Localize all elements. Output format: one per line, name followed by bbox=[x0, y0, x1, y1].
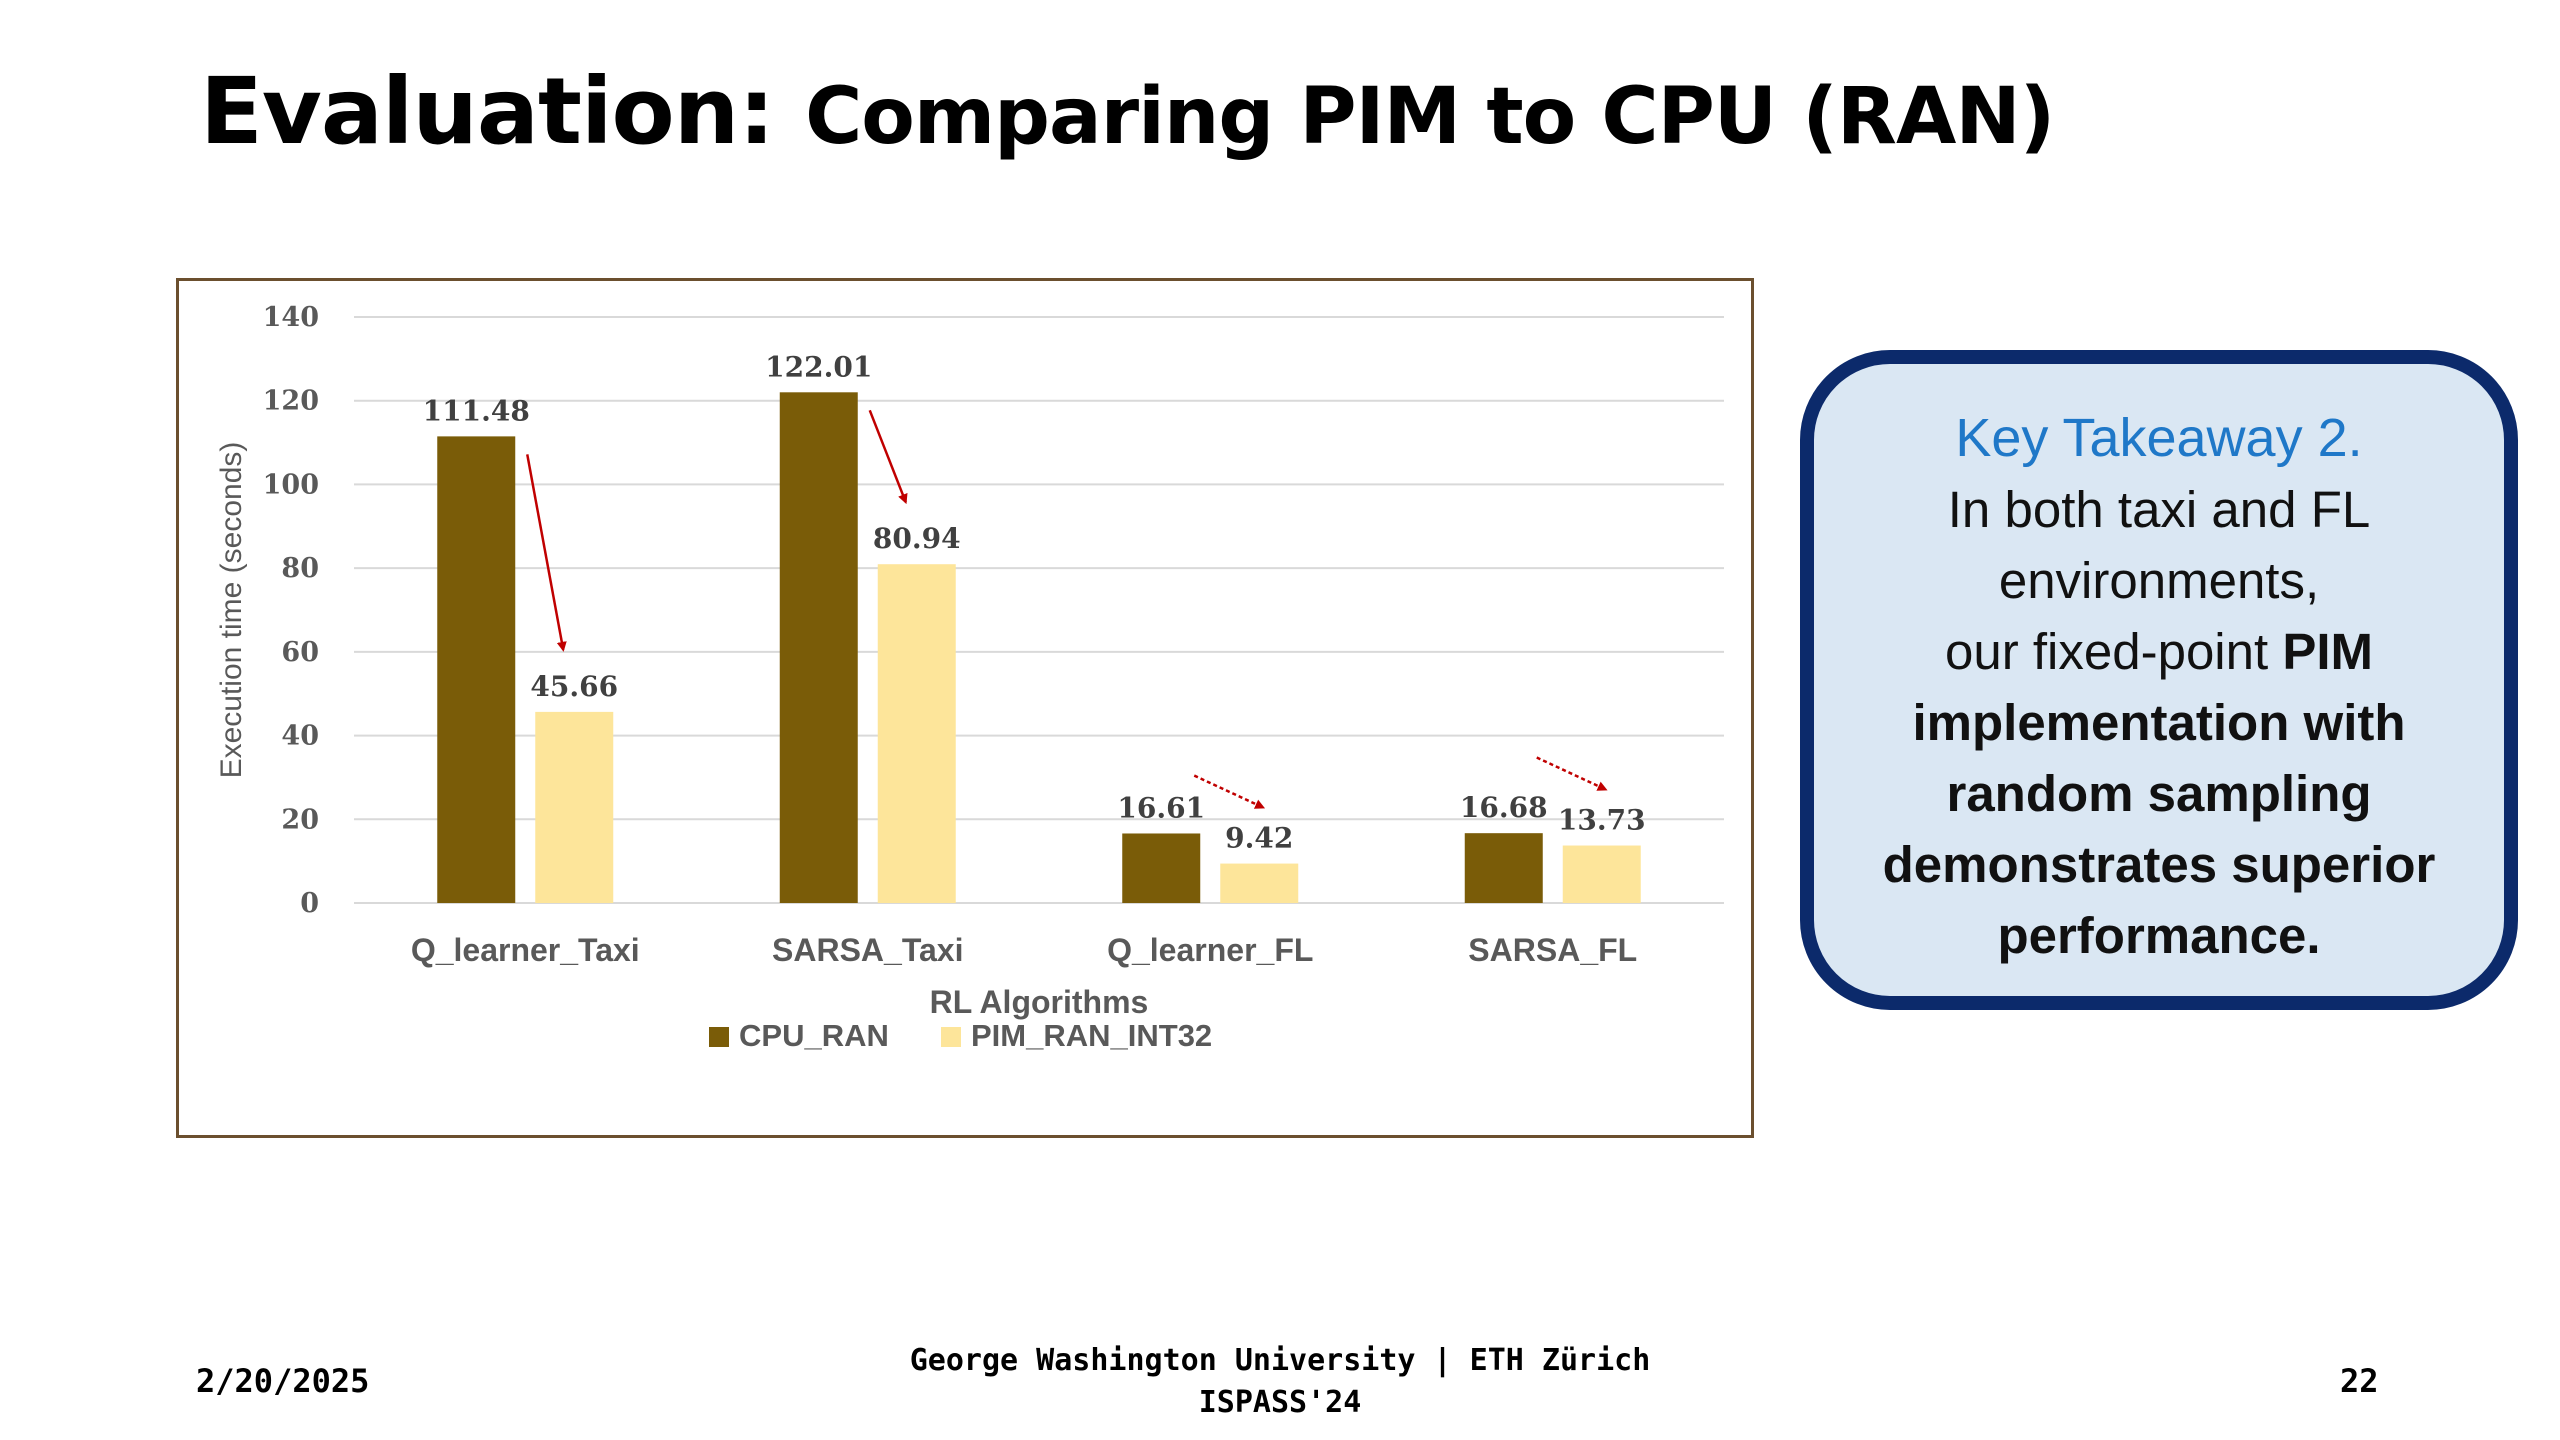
takeaway-line: In both taxi and FL bbox=[1947, 481, 2371, 538]
takeaway-bold-text: performance. bbox=[1997, 907, 2321, 964]
takeaway-line: our fixed-point PIM bbox=[1844, 616, 2474, 687]
takeaway-bold-text: implementation with bbox=[1912, 694, 2406, 751]
y-axis-title: Execution time (seconds) bbox=[215, 442, 248, 779]
y-tick-label: 0 bbox=[300, 888, 319, 919]
slide-title-main: Evaluation: bbox=[200, 58, 775, 165]
footer-date: 2/20/2025 bbox=[196, 1362, 370, 1400]
slide-title: Evaluation: Comparing PIM to CPU (RAN) bbox=[200, 42, 2055, 187]
data-label: 122.01 bbox=[765, 350, 872, 383]
slide-title-sub: Comparing PIM to CPU (RAN) bbox=[805, 72, 2055, 162]
legend-swatch bbox=[941, 1027, 961, 1047]
takeaway-bold-text: random sampling bbox=[1946, 765, 2372, 822]
bar bbox=[1562, 845, 1641, 903]
legend-label: PIM_RAN_INT32 bbox=[971, 1018, 1212, 1053]
data-label: 45.66 bbox=[530, 670, 618, 703]
legend-label: CPU_RAN bbox=[739, 1018, 889, 1053]
reduction-arrow bbox=[526, 454, 567, 652]
takeaway-bold-text: PIM bbox=[2282, 623, 2374, 680]
y-tick-label: 140 bbox=[263, 302, 319, 333]
x-tick-label: Q_learner_FL bbox=[1107, 932, 1313, 968]
legend-swatch bbox=[709, 1027, 729, 1047]
reduction-arrow bbox=[1536, 756, 1608, 791]
y-tick-label: 40 bbox=[281, 721, 319, 752]
data-label: 9.42 bbox=[1225, 822, 1293, 855]
footer-affiliation: George Washington University | ETH Züric… bbox=[909, 1343, 1651, 1378]
x-tick-label: Q_learner_Taxi bbox=[411, 932, 640, 968]
footer-page-number: 22 bbox=[2340, 1362, 2379, 1400]
takeaway-line: implementation with bbox=[1844, 687, 2474, 758]
bar bbox=[1220, 863, 1299, 903]
takeaway-line: performance. bbox=[1844, 900, 2474, 971]
takeaway-bold-text: demonstrates superior bbox=[1882, 836, 2436, 893]
takeaway-body: In both taxi and FL environments, our fi… bbox=[1844, 474, 2474, 971]
takeaway-text: our fixed-point bbox=[1944, 623, 2269, 680]
bar-chart: 0 20 40 60 80 100 120 140 Execution time (second… bbox=[215, 302, 1724, 1053]
takeaway-line: random sampling bbox=[1844, 758, 2474, 829]
bar bbox=[779, 392, 858, 903]
data-label: 16.61 bbox=[1117, 791, 1205, 824]
y-tick-label: 60 bbox=[281, 637, 319, 668]
key-takeaway-box: Key Takeaway 2. In both taxi and FL envi… bbox=[1800, 350, 2518, 1010]
chart-frame: 0 20 40 60 80 100 120 140 Execution time (second… bbox=[176, 278, 1754, 1138]
y-tick-label: 20 bbox=[281, 804, 319, 835]
footer-center: George Washington University | ETH Züric… bbox=[900, 1340, 1660, 1424]
x-tick-label: SARSA_Taxi bbox=[772, 932, 963, 968]
takeaway-heading: Key Takeaway 2. bbox=[1955, 408, 2363, 468]
reduction-arrow bbox=[1193, 774, 1266, 809]
y-tick-label: 80 bbox=[281, 553, 319, 584]
bar bbox=[535, 711, 614, 903]
data-label: 16.68 bbox=[1460, 791, 1548, 824]
y-tick-label: 120 bbox=[263, 386, 319, 417]
bar bbox=[877, 564, 956, 903]
x-tick-label: SARSA_FL bbox=[1468, 932, 1637, 968]
reduction-arrow bbox=[868, 409, 908, 505]
takeaway-line: demonstrates superior bbox=[1844, 829, 2474, 900]
bar bbox=[1464, 833, 1543, 903]
bar bbox=[437, 436, 516, 903]
bar bbox=[1122, 833, 1201, 903]
x-axis-title: RL Algorithms bbox=[930, 984, 1149, 1020]
takeaway-line: environments, bbox=[1998, 552, 2320, 609]
data-label: 80.94 bbox=[873, 522, 961, 555]
data-label: 13.73 bbox=[1558, 804, 1646, 837]
data-label: 111.48 bbox=[423, 394, 530, 427]
y-tick-label: 100 bbox=[263, 469, 319, 500]
footer-venue: ISPASS'24 bbox=[1198, 1385, 1362, 1420]
